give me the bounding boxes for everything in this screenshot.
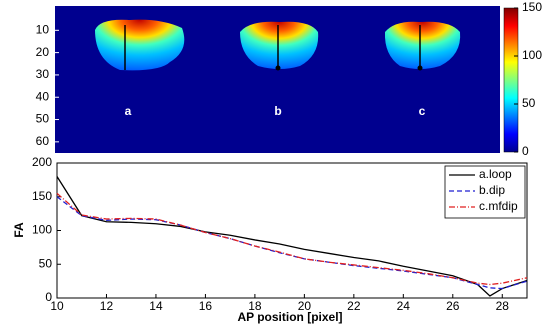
colorbar-tick-label: 0 (522, 144, 529, 158)
y-axis-label: FA (12, 222, 26, 238)
y-tick-label: 100 (32, 223, 52, 237)
panel-label: c (419, 104, 426, 118)
x-tick-label: 16 (199, 299, 213, 313)
x-tick-label: 14 (149, 299, 163, 313)
figure: AP position [pixel] FA 102030405060abc05… (0, 0, 551, 325)
legend-label: c.mfdip (479, 199, 518, 213)
colorbar-tick-label: 100 (522, 48, 542, 62)
y-tick-label: 40 (36, 89, 50, 103)
y-tick-label: 60 (36, 134, 50, 148)
y-tick-label: 200 (32, 155, 52, 169)
panel-label: a (125, 104, 132, 118)
x-tick-label: 24 (397, 299, 411, 313)
legend-label: a.loop (479, 167, 512, 181)
brain-slices (95, 20, 460, 71)
y-tick-label: 10 (36, 22, 50, 36)
y-tick-label: 50 (39, 256, 53, 270)
colorbar (504, 8, 518, 152)
x-tick-label: 10 (50, 299, 64, 313)
y-tick-label: 150 (32, 189, 52, 203)
x-tick-label: 18 (248, 299, 262, 313)
legend-label: b.dip (479, 183, 505, 197)
colorbar-tick-label: 50 (522, 96, 536, 110)
y-tick-label: 30 (36, 67, 50, 81)
x-tick-label: 28 (496, 299, 510, 313)
x-tick-label: 26 (446, 299, 460, 313)
colorbar-tick-label: 150 (522, 0, 542, 14)
x-tick-label: 20 (298, 299, 312, 313)
y-tick-label: 20 (36, 45, 50, 59)
panel-label: b (274, 104, 281, 118)
y-tick-label: 50 (36, 112, 50, 126)
x-tick-label: 22 (347, 299, 361, 313)
x-tick-label: 12 (100, 299, 114, 313)
